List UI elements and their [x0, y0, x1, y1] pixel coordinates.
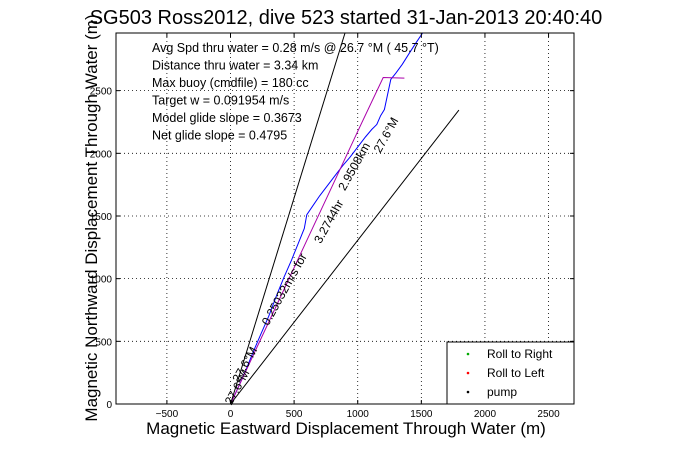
annotation-label: 27.6°M — [222, 367, 253, 407]
x-tick-label: 2500 — [537, 409, 560, 420]
info-line: Avg Spd thru water = 0.28 m/s @ 26.7 °M … — [152, 41, 439, 55]
info-line: Max buoy (cmdfile) = 180 cc — [152, 76, 309, 90]
y-axis-ticks: 0 500 1000 1500 2000 2500 — [90, 87, 574, 411]
plot-frame — [115, 32, 575, 405]
info-text-block: Avg Spd thru water = 0.28 m/s @ 26.7 °M … — [152, 41, 439, 143]
series-line-1 — [230, 76, 405, 405]
legend-marker — [466, 352, 470, 356]
x-tick-label: 0 — [228, 409, 234, 420]
info-line: Net glide slope = 0.4795 — [152, 129, 287, 143]
info-line: Target w = 0.091954 m/s — [152, 94, 289, 108]
y-tick-label: 500 — [95, 337, 112, 348]
series-line-2 — [230, 32, 346, 405]
legend-label: Roll to Left — [487, 366, 545, 380]
y-tick-label: 2000 — [90, 149, 113, 160]
y-tick-label: 2500 — [90, 87, 113, 98]
annotation-label: 27.6°M — [371, 115, 402, 155]
legend-label: pump — [487, 385, 517, 399]
info-line: Model glide slope = 0.3673 — [152, 111, 302, 125]
legend-label: Roll to Right — [487, 347, 553, 361]
y-tick-label: 1500 — [90, 212, 113, 223]
x-axis-label: Magnetic Eastward Displacement Through W… — [146, 419, 546, 438]
data-series — [230, 32, 460, 405]
x-axis-ticks: −500 0 500 1000 1500 2000 2500 — [156, 33, 560, 420]
legend-marker — [466, 371, 470, 375]
y-tick-label: 0 — [106, 400, 112, 411]
x-tick-label: 500 — [286, 409, 303, 420]
x-tick-label: 1000 — [347, 409, 370, 420]
info-line: Distance thru water = 3.34 km — [152, 59, 318, 73]
y-tick-label: 1000 — [90, 275, 113, 286]
chart-title: SG503 Ross2012, dive 523 started 31-Jan-… — [90, 7, 603, 29]
series-line-3 — [230, 109, 460, 405]
legend: Roll to Right Roll to Left pump — [446, 341, 575, 405]
series-line-0 — [230, 32, 424, 405]
legend-marker — [466, 390, 470, 394]
x-tick-label: 1500 — [410, 409, 433, 420]
x-tick-label: 2000 — [474, 409, 497, 420]
y-axis-label: Magnetic Northward Displacement Through … — [82, 14, 101, 421]
annotation-label: 3.2744hr — [311, 197, 346, 245]
x-tick-label: −500 — [156, 409, 179, 420]
